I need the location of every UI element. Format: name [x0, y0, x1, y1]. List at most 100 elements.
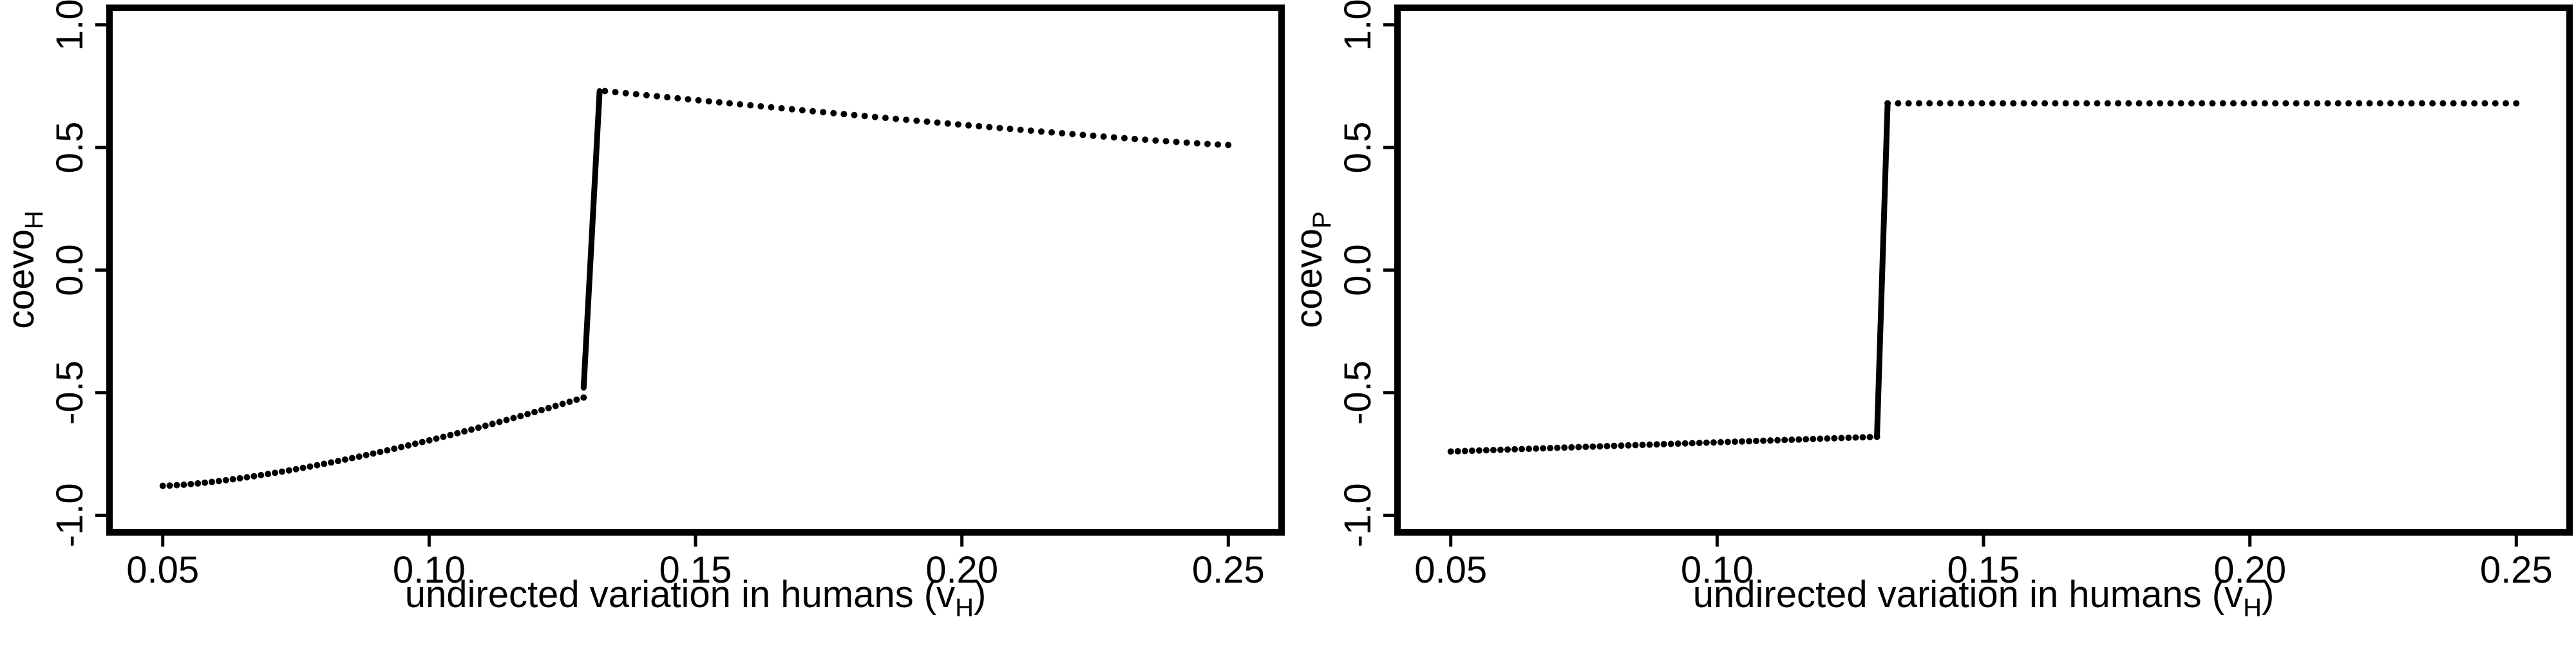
x-axis-ticks: 0.05 0.10 0.15 0.20 0.25	[126, 532, 1265, 591]
data-point	[552, 402, 559, 409]
data-point	[705, 98, 712, 105]
data-point	[1490, 447, 1497, 454]
data-point	[654, 93, 661, 100]
data-point	[236, 474, 243, 482]
chart-panel-right: -1.0 -0.5 0.0 0.5 1.0 0.05 0.10 0.15 0.20 0.25 u…	[1288, 0, 2573, 622]
data-point	[1582, 444, 1589, 451]
data-point	[643, 91, 650, 98]
data-point	[1774, 436, 1781, 444]
data-point	[1504, 446, 1511, 453]
data-point	[2450, 100, 2457, 107]
data-point	[1937, 100, 1944, 107]
data-point	[2282, 100, 2289, 107]
data-point	[258, 472, 265, 479]
data-point	[2251, 100, 2258, 107]
data-point	[1121, 135, 1128, 142]
data-point	[1183, 139, 1190, 146]
y-tick-label: 1.0	[1337, 0, 1379, 51]
data-point	[871, 113, 878, 120]
data-point	[903, 117, 910, 124]
y-axis-title: coevoH	[0, 211, 48, 329]
data-point	[1547, 444, 1554, 451]
data-point	[1947, 100, 1954, 107]
data-point	[1667, 440, 1674, 447]
data-point	[715, 98, 723, 106]
data-point	[566, 399, 573, 406]
data-point	[2460, 100, 2467, 107]
data-point	[2041, 100, 2049, 107]
data-point	[314, 462, 321, 469]
data-point	[517, 413, 524, 420]
data-point	[1968, 100, 1975, 107]
data-point	[2429, 100, 2436, 107]
data-point	[180, 481, 187, 488]
data-point	[2303, 100, 2310, 107]
data-point	[2345, 100, 2352, 107]
data-point	[1100, 133, 1107, 140]
data-point	[229, 476, 236, 483]
data-point	[187, 480, 194, 487]
data-point	[1173, 138, 1180, 145]
y-tick-label: 0.5	[1337, 122, 1379, 174]
data-point	[1810, 435, 1817, 442]
data-point	[1767, 437, 1774, 444]
data-point	[2366, 100, 2373, 107]
data-marks	[1447, 100, 2520, 455]
data-point	[545, 404, 552, 411]
x-axis-title: undirected variation in humans (vH)	[1693, 574, 2275, 622]
data-point	[468, 426, 475, 433]
data-point	[222, 476, 229, 483]
data-point	[1838, 435, 1845, 442]
data-point	[1090, 132, 1097, 139]
data-point	[398, 444, 405, 451]
data-point	[1696, 439, 1703, 446]
data-point	[1817, 435, 1824, 442]
data-point	[934, 119, 941, 126]
data-point	[2471, 100, 2478, 107]
data-point	[1519, 445, 1526, 453]
data-point	[2209, 100, 2216, 107]
data-point	[538, 406, 545, 413]
data-point	[861, 113, 868, 120]
data-point	[820, 109, 827, 116]
data-point	[1225, 142, 1232, 149]
data-point	[1142, 136, 1149, 144]
data-point	[1703, 439, 1710, 446]
data-point	[768, 104, 775, 111]
data-point	[674, 95, 681, 102]
data-point	[2094, 100, 2101, 107]
data-point	[1625, 442, 1632, 449]
data-point	[1831, 435, 1838, 442]
data-point	[272, 469, 279, 476]
data-point	[341, 456, 348, 463]
data-point	[1596, 443, 1604, 450]
data-point	[1526, 445, 1533, 453]
data-point	[2199, 100, 2206, 107]
data-point	[1674, 440, 1681, 447]
data-point	[1895, 100, 1902, 107]
data-point	[475, 424, 482, 431]
data-point	[923, 118, 931, 125]
data-point	[2408, 100, 2415, 107]
data-point	[524, 411, 531, 418]
data-point	[412, 440, 419, 447]
data-point	[2387, 100, 2394, 107]
data-point	[1511, 445, 1518, 453]
data-point	[278, 468, 285, 475]
x-tick-label: 0.05	[126, 549, 199, 591]
y-tick-label: -0.5	[49, 361, 91, 425]
data-point	[461, 428, 468, 435]
data-point	[1639, 442, 1646, 449]
y-tick-label: 0.5	[49, 122, 91, 174]
y-tick-label: 0.0	[49, 244, 91, 296]
data-point	[2513, 100, 2520, 107]
data-point	[1132, 135, 1139, 142]
data-point	[1724, 438, 1731, 445]
data-point	[307, 463, 314, 470]
data-point	[2052, 100, 2059, 107]
data-point	[1604, 442, 1611, 449]
data-point	[2398, 100, 2405, 107]
data-point	[348, 455, 355, 462]
